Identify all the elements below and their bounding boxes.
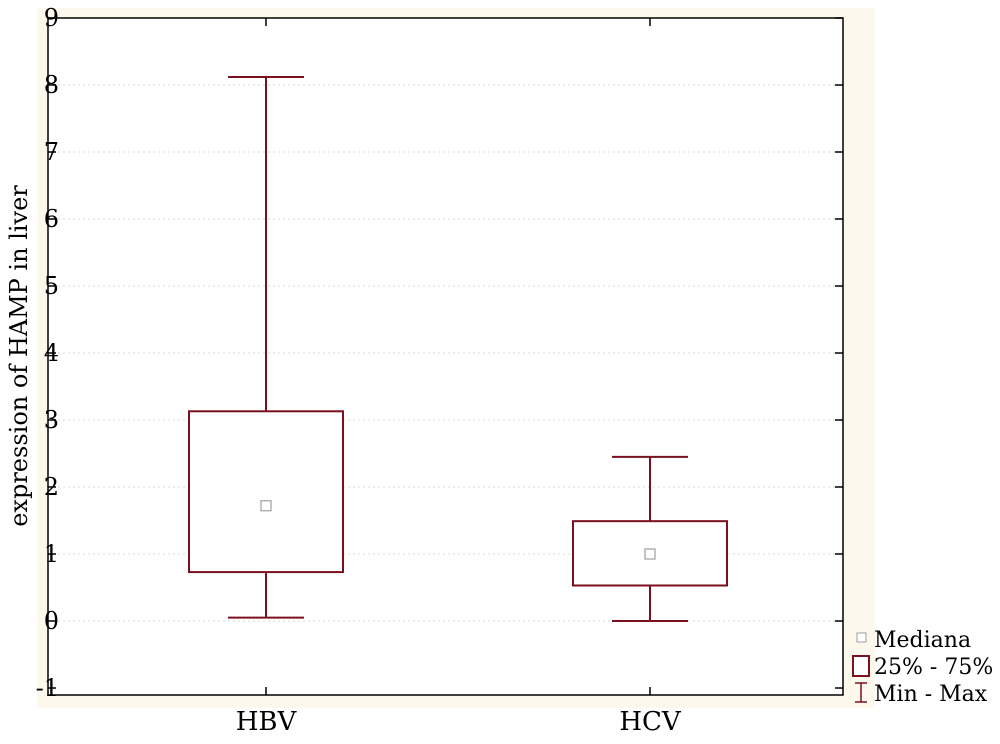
y-tick-label: 6 <box>44 205 59 233</box>
y-tick-label: 7 <box>44 138 59 166</box>
y-tick-label: 0 <box>44 607 59 635</box>
legend: Mediana 25% - 75% Min - Max <box>852 628 993 707</box>
boxes <box>188 75 728 622</box>
legend-box-label: 25% - 75% <box>874 655 993 680</box>
y-axis-label: expression of HAMP in liver <box>5 185 33 527</box>
y-tick-label: 5 <box>44 272 59 300</box>
y-tick-label: 2 <box>44 473 59 501</box>
legend-median-symbol <box>856 632 867 643</box>
iqr-box <box>188 410 344 574</box>
y-tick-label: 3 <box>44 406 59 434</box>
y-axis: -1 0 1 2 3 4 5 6 7 8 9 <box>36 4 843 702</box>
median-marker <box>260 500 272 512</box>
x-tick-label: HCV <box>619 707 682 737</box>
box-hcv <box>572 455 728 622</box>
legend-median-label: Mediana <box>874 628 971 653</box>
y-tick-label: -1 <box>36 674 59 702</box>
legend-box-symbol <box>852 655 870 677</box>
legend-whisker-symbol <box>855 682 867 703</box>
plot-frame <box>47 17 844 696</box>
y-tick-label: 9 <box>44 4 59 32</box>
y-tick-label: 8 <box>44 71 59 99</box>
y-tick-label: 4 <box>44 339 59 367</box>
y-tick-label: 1 <box>44 540 59 568</box>
x-axis: HBV HCV <box>236 18 682 737</box>
x-tick-label: HBV <box>236 707 298 737</box>
box-hbv <box>188 75 344 619</box>
plot-area <box>48 18 843 695</box>
legend-whisker-label: Min - Max <box>874 682 988 707</box>
median-marker <box>644 548 656 560</box>
